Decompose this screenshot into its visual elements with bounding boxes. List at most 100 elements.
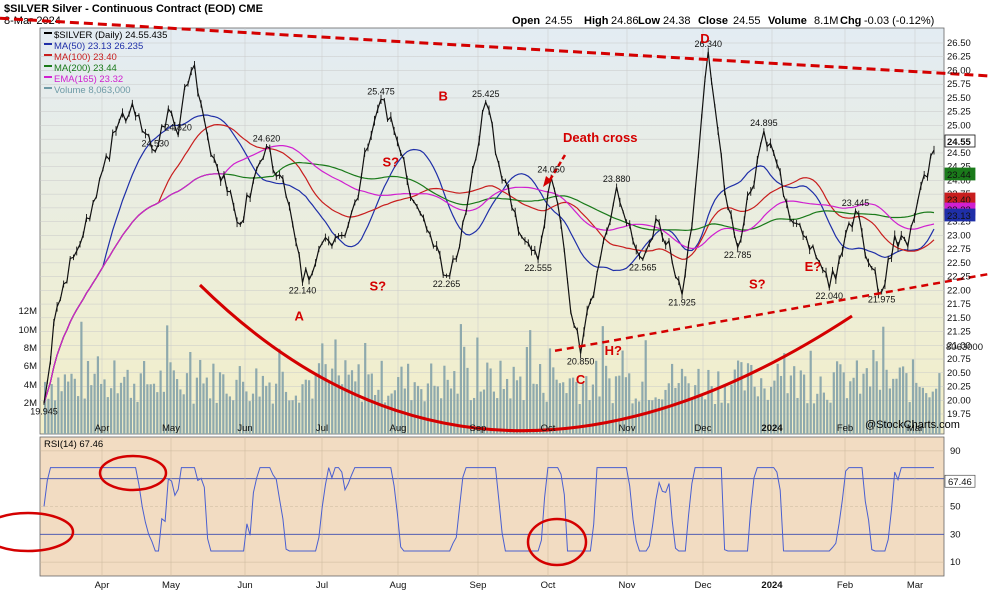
volume-bar (63, 374, 66, 434)
volume-bar (532, 383, 535, 434)
volume-bar (539, 364, 542, 434)
chart-title: $SILVER Silver - Continuous Contract (EO… (4, 3, 263, 15)
volume-bar (143, 361, 146, 434)
rsi-tick-label: 50 (950, 502, 961, 513)
volume-bar (506, 378, 509, 434)
volume-bar (869, 386, 872, 434)
svg-text:Volume: Volume (768, 15, 807, 27)
volume-bar (641, 381, 644, 434)
volume-bar (568, 378, 571, 434)
value-tag-label: 23.40 (947, 195, 971, 206)
volume-bar (453, 371, 456, 434)
volume-bar (519, 376, 522, 434)
pattern-label: S? (369, 278, 386, 293)
volume-bar (96, 356, 99, 434)
volume-bar (667, 383, 670, 434)
volume-bar (743, 390, 746, 434)
volume-bar (552, 367, 555, 434)
pattern-label: S? (749, 277, 766, 292)
pattern-label: B (438, 89, 447, 104)
volume-bar (271, 403, 274, 434)
price-tick-label: 21.75 (947, 299, 971, 310)
legend-swatch (44, 87, 52, 89)
rsi-grid (40, 437, 944, 576)
volume-bar (515, 380, 519, 434)
volume-bar (360, 401, 363, 434)
volume-bar (687, 383, 690, 434)
volume-bar (463, 346, 466, 434)
volume-bar (525, 347, 528, 434)
volume-bar (565, 393, 568, 434)
volume-bar (898, 367, 901, 434)
rsi-month-label: Mar (907, 580, 923, 591)
price-tick-label: 26.00 (947, 65, 971, 76)
volume-bar (575, 381, 578, 434)
rsi-month-label: Nov (619, 580, 636, 591)
volume-bar (651, 400, 654, 434)
pattern-label: D (700, 31, 709, 46)
volume-bar (209, 398, 212, 434)
rsi-oversold-circle (526, 517, 588, 567)
volume-bar (496, 398, 499, 434)
volume-bar (740, 362, 743, 434)
volume-bar (723, 384, 726, 434)
volume-bar (545, 401, 548, 434)
volume-bar (433, 385, 436, 434)
volume-bar (855, 360, 858, 434)
volume-bar (327, 381, 330, 434)
month-label: 2024 (761, 423, 783, 434)
volume-bar (403, 388, 406, 434)
volume-bar (370, 373, 373, 434)
volume-bar (859, 393, 862, 434)
price-tick-label: 24.25 (947, 162, 971, 173)
volume-bar (268, 382, 271, 434)
rsi-month-label: Apr (95, 580, 110, 591)
volume-bar (737, 360, 740, 434)
month-label: Sep (470, 423, 487, 434)
volume-bar (364, 342, 367, 434)
volume-bar (499, 360, 502, 434)
volume-bar (205, 377, 208, 434)
volume-bar (192, 403, 195, 434)
volume-bar (845, 398, 849, 434)
volume-bar (704, 399, 707, 434)
volume-bar (169, 362, 172, 434)
volume-bar (836, 361, 839, 434)
volume-bar (595, 360, 598, 434)
volume-bar (690, 399, 693, 434)
volume-bar (875, 361, 878, 434)
rsi-month-label: Jun (237, 580, 252, 591)
volume-bar (925, 393, 928, 434)
price-tick-label: 22.50 (947, 258, 971, 269)
volume-bar (350, 370, 354, 434)
legend-swatch (44, 65, 52, 67)
price-value-label: 22.555 (524, 263, 552, 273)
rsi-month-label: Aug (390, 580, 407, 591)
volume-bar (720, 402, 723, 434)
month-label: Jun (237, 423, 252, 434)
price-value-label: 22.785 (724, 250, 752, 260)
volume-bar (245, 391, 248, 434)
svg-text:24.55: 24.55 (733, 15, 761, 27)
value-tag-label: 23.13 (947, 211, 971, 222)
volume-bar (195, 377, 198, 434)
volume-bar (885, 369, 888, 434)
legend-swatch (44, 32, 52, 34)
price-tick-label: 20.50 (947, 368, 971, 379)
volume-bar (113, 360, 116, 434)
pattern-labels: A B C D S? S? H? S? E? Death cross (295, 31, 822, 387)
volume-bar (242, 381, 245, 434)
volume-bar (321, 343, 324, 434)
volume-bar (842, 372, 845, 434)
rsi-month-label: Dec (695, 580, 712, 591)
volume-bar (473, 397, 476, 434)
volume-bar (783, 353, 786, 434)
volume-bar (671, 363, 674, 434)
price-tick-label: 20.00 (947, 395, 971, 406)
price-month-axis: Apr May Jun Jul Aug Sep Oct Nov Dec 2024 Feb Mar (95, 423, 924, 434)
volume-bar (314, 374, 317, 434)
volume-bar (482, 389, 486, 434)
volume-bar (644, 340, 647, 434)
volume-bar (558, 383, 561, 434)
